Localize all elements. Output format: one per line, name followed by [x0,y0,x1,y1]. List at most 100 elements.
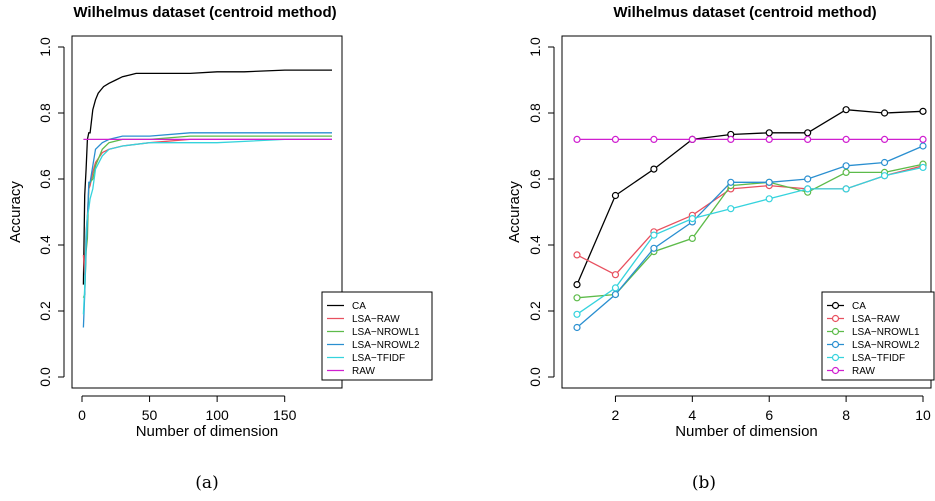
point-ca [804,129,812,137]
point-raw [611,135,620,143]
point-raw [650,135,658,143]
point-lsa-nrowl2 [804,175,812,183]
point-lsa-tfidf [919,163,927,172]
x-tick-label: 2 [612,407,620,423]
legend-marker-lsa-raw [831,314,840,323]
point-lsa-tfidf [650,231,658,239]
series-line-lsa-nrowl2 [82,132,332,328]
legend-label-lsa-nrowl2: LSA−NROWL2 [852,340,920,351]
x-tick-label: 100 [205,407,229,423]
legend-box [321,291,433,381]
series-line-lsa-nrowl1 [576,163,924,299]
point-lsa-nrowl2 [611,290,620,299]
y-tick-label: 0.6 [527,169,543,189]
x-axis-label: Number of dimension [136,423,279,440]
x-tick-label: 150 [273,407,297,423]
point-ca [611,191,620,200]
series-line-lsa-tfidf [82,138,332,315]
legend: CA LSA−RAW LSA−NROWL1 LSA−NROWL2 LSA−TFIDF RA… [821,291,935,381]
x-tick-label: 6 [765,407,773,423]
point-raw [573,135,581,143]
point-lsa-nrowl2 [650,244,658,252]
legend-label-raw: RAW [352,366,376,377]
legend-marker-lsa-nrowl1 [831,327,840,336]
y-tick-label: 0.6 [37,169,53,189]
legend-label-lsa-nrowl1: LSA−NROWL1 [352,327,420,338]
legend-label-ca: CA [852,301,866,312]
point-raw [765,135,773,143]
x-tick-label: 0 [78,407,86,423]
series-line-ca [82,69,332,285]
legend-marker-raw [831,366,840,375]
x-tick-label: 8 [842,407,850,423]
point-lsa-nrowl2 [919,142,927,150]
y-axis-label: Accuracy [506,181,523,243]
series-line-lsa-tfidf [576,166,924,315]
series-line-lsa-nrowl2 [576,145,924,328]
chart-panel-a: Wilhelmus dataset (centroid method) 0 50 10… [7,4,433,493]
y-tick-label: 0.8 [37,103,53,123]
legend-label-lsa-tfidf: LSA−TFIDF [352,353,405,364]
point-lsa-tfidf [804,185,812,193]
point-lsa-tfidf [880,172,889,180]
point-lsa-nrowl2 [573,323,581,332]
point-ca [765,129,773,137]
point-lsa-tfidf [688,215,696,223]
point-ca [650,165,658,173]
point-ca [919,107,927,115]
point-ca [842,106,850,114]
point-lsa-raw [573,251,581,259]
legend-label-raw: RAW [852,366,876,377]
figure-caption: (b) [692,473,716,493]
point-raw [880,135,889,143]
plot-frame [561,35,932,389]
legend-label-ca: CA [352,301,366,312]
point-ca [573,281,581,289]
point-ca [880,109,889,117]
y-tick-label: 0.2 [527,301,543,321]
point-lsa-nrowl2 [765,178,773,186]
point-lsa-nrowl2 [880,158,889,167]
legend-marker-lsa-tfidf [831,353,840,362]
y-tick-label: 0.4 [37,235,53,255]
series-line-lsa-raw [82,138,332,275]
point-raw [804,135,812,143]
figure-caption: (a) [195,473,218,493]
y-tick-label: 0.0 [527,367,543,387]
y-tick-label: 0.2 [37,301,53,321]
point-lsa-tfidf [842,185,850,193]
point-lsa-raw [611,271,620,279]
point-lsa-nrowl1 [573,294,581,302]
legend-label-lsa-nrowl2: LSA−NROWL2 [352,340,420,351]
legend-label-lsa-tfidf: LSA−TFIDF [852,353,905,364]
y-axis-label: Accuracy [7,181,24,243]
legend-marker-ca [831,301,840,310]
y-tick-label: 0.4 [527,235,543,255]
y-tick-label: 0.0 [37,367,53,387]
chart-title: Wilhelmus dataset (centroid method) [613,4,876,21]
x-axis-label: Number of dimension [675,423,818,440]
legend-label-lsa-nrowl1: LSA−NROWL1 [852,327,920,338]
y-tick-label: 1.0 [527,37,543,57]
point-lsa-tfidf [765,195,773,203]
legend-box [821,291,935,381]
y-tick-label: 0.8 [527,103,543,123]
point-lsa-nrowl1 [688,234,696,242]
point-lsa-tfidf [611,284,620,292]
point-lsa-tfidf [573,310,581,318]
series-line-lsa-nrowl1 [82,135,332,299]
point-lsa-tfidf [727,205,735,213]
x-tick-label: 10 [915,407,931,423]
x-tick-label: 4 [688,407,696,423]
point-lsa-nrowl2 [727,178,735,186]
x-tick-label: 50 [142,407,158,423]
chart-title: Wilhelmus dataset (centroid method) [73,4,336,21]
legend: CA LSA−RAW LSA−NROWL1 LSA−NROWL2 LSA−TFIDF RA… [321,291,433,381]
legend-label-lsa-raw: LSA−RAW [352,314,400,325]
legend-marker-lsa-nrowl2 [831,340,840,349]
plot-frame [71,35,343,389]
point-lsa-nrowl2 [842,162,850,170]
point-raw [727,135,735,143]
point-raw [842,135,850,143]
